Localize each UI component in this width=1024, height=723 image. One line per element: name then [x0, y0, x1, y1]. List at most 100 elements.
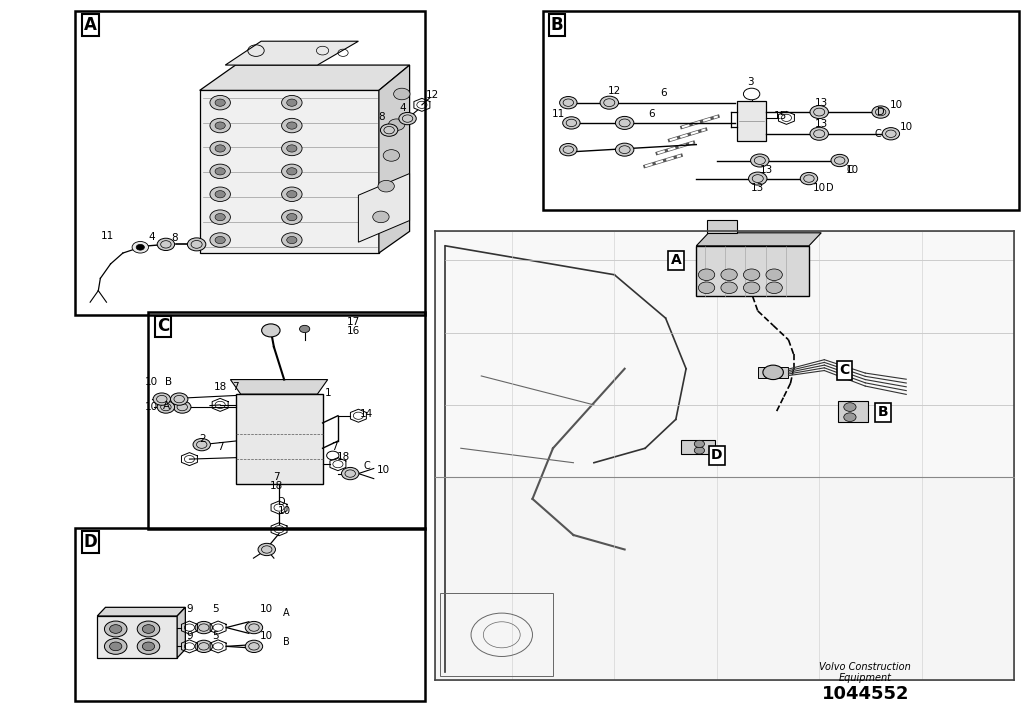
Text: 4: 4	[148, 232, 155, 242]
Text: 5: 5	[212, 604, 218, 614]
Circle shape	[142, 642, 155, 651]
Text: 8: 8	[171, 233, 177, 243]
Text: B: B	[878, 405, 888, 419]
Polygon shape	[200, 90, 379, 253]
Circle shape	[173, 401, 190, 414]
Circle shape	[136, 244, 144, 250]
Text: 6: 6	[648, 108, 654, 119]
Circle shape	[287, 236, 297, 244]
Text: 8: 8	[379, 112, 385, 122]
Polygon shape	[230, 380, 328, 394]
Circle shape	[560, 143, 578, 155]
Circle shape	[210, 164, 230, 179]
Circle shape	[282, 187, 302, 202]
Circle shape	[844, 413, 856, 422]
Circle shape	[287, 213, 297, 221]
Circle shape	[282, 141, 302, 155]
Polygon shape	[236, 394, 323, 484]
Circle shape	[215, 236, 225, 244]
Text: 17: 17	[347, 317, 359, 327]
Circle shape	[195, 621, 213, 633]
Text: B: B	[166, 377, 172, 387]
Circle shape	[287, 99, 297, 106]
Text: 10: 10	[900, 121, 912, 132]
Circle shape	[844, 403, 856, 411]
Circle shape	[287, 145, 297, 152]
Circle shape	[282, 233, 302, 247]
Circle shape	[883, 127, 899, 140]
Circle shape	[563, 117, 580, 129]
Circle shape	[872, 106, 889, 119]
Circle shape	[193, 438, 211, 451]
Circle shape	[698, 269, 715, 281]
Circle shape	[615, 143, 634, 156]
Text: 15: 15	[774, 111, 786, 121]
Circle shape	[142, 625, 155, 633]
Text: 10: 10	[279, 506, 291, 516]
Circle shape	[210, 95, 230, 110]
Text: 7: 7	[217, 442, 223, 452]
Text: 6: 6	[660, 87, 667, 98]
Text: A: A	[164, 401, 170, 411]
Circle shape	[195, 641, 213, 652]
Circle shape	[210, 210, 230, 224]
Text: D: D	[84, 533, 97, 551]
Circle shape	[104, 621, 127, 637]
Circle shape	[698, 282, 715, 294]
Circle shape	[215, 99, 225, 106]
Text: 10: 10	[813, 183, 825, 193]
Circle shape	[215, 213, 225, 221]
Circle shape	[215, 122, 225, 129]
Polygon shape	[379, 65, 410, 253]
Text: 13: 13	[815, 119, 827, 129]
Polygon shape	[758, 367, 788, 378]
Text: 10: 10	[890, 100, 902, 110]
Text: B: B	[284, 637, 290, 647]
Circle shape	[187, 238, 206, 251]
Circle shape	[170, 393, 188, 406]
Circle shape	[210, 233, 230, 247]
Circle shape	[810, 106, 828, 119]
Text: C: C	[874, 129, 881, 139]
Circle shape	[383, 150, 399, 161]
Polygon shape	[681, 440, 715, 454]
Text: 9: 9	[186, 604, 193, 614]
Text: 11: 11	[552, 108, 564, 119]
Text: 2: 2	[200, 434, 206, 444]
Circle shape	[831, 154, 848, 166]
Text: 9: 9	[186, 631, 193, 641]
Polygon shape	[696, 233, 821, 246]
Circle shape	[153, 393, 170, 406]
Polygon shape	[435, 231, 1014, 477]
Text: D: D	[825, 183, 834, 193]
Text: 10: 10	[377, 465, 389, 475]
Circle shape	[801, 173, 817, 184]
Circle shape	[766, 269, 782, 281]
Circle shape	[282, 95, 302, 110]
Text: 3: 3	[748, 77, 754, 87]
Circle shape	[751, 154, 769, 167]
Text: 7: 7	[232, 382, 239, 392]
Circle shape	[600, 96, 618, 109]
Circle shape	[132, 241, 148, 253]
Text: A: A	[671, 253, 681, 268]
Circle shape	[215, 168, 225, 175]
Circle shape	[743, 269, 760, 281]
Polygon shape	[435, 477, 1014, 680]
Text: C: C	[157, 317, 169, 335]
Circle shape	[721, 269, 737, 281]
Circle shape	[378, 180, 394, 192]
Text: A: A	[84, 16, 97, 34]
Polygon shape	[200, 65, 410, 90]
Circle shape	[615, 116, 634, 129]
Text: 18: 18	[214, 382, 226, 392]
Text: 4: 4	[399, 103, 406, 113]
Circle shape	[246, 641, 262, 652]
Circle shape	[215, 191, 225, 198]
Text: C: C	[364, 461, 370, 471]
Circle shape	[110, 642, 122, 651]
Text: 7: 7	[332, 442, 338, 452]
Circle shape	[157, 238, 174, 250]
Text: 10: 10	[145, 377, 158, 387]
Text: D: D	[711, 448, 723, 463]
